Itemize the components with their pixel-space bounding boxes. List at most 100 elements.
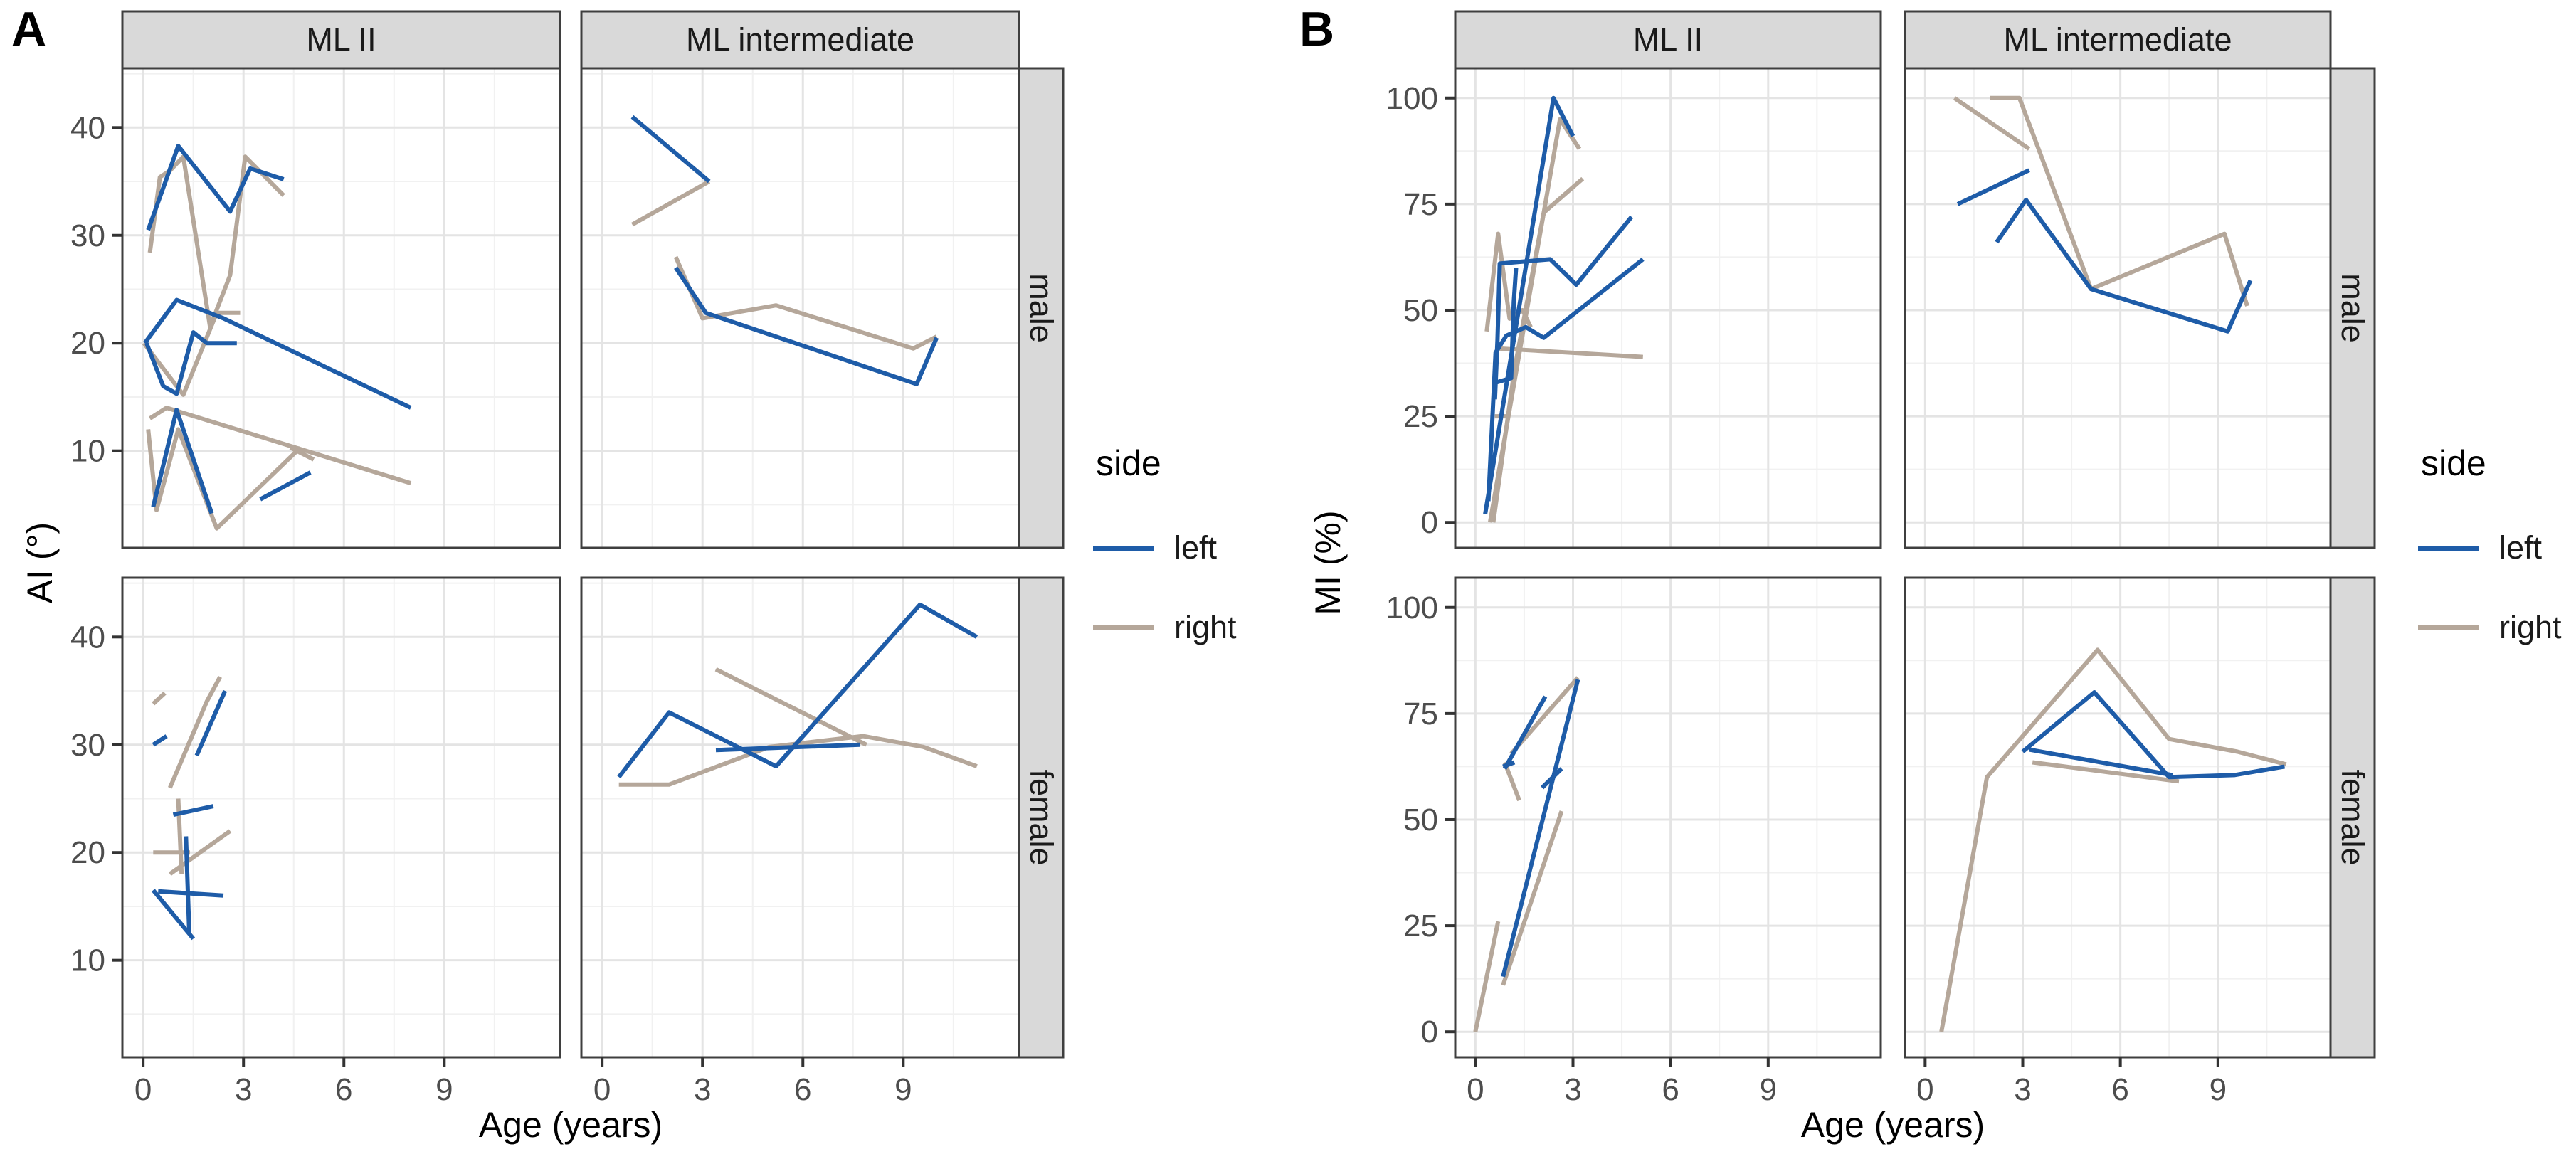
- facet-border: [1454, 576, 1882, 1059]
- facet-strip-top: [1454, 10, 1882, 70]
- data-line-left: [151, 408, 214, 514]
- data-line-left: [184, 836, 191, 933]
- strip-label-row: female: [2335, 769, 2371, 865]
- y-tick-label: 20: [70, 326, 105, 361]
- data-line-right: [1473, 921, 1501, 1032]
- data-line-left: [172, 804, 214, 817]
- y-tick-label: 100: [1386, 81, 1438, 116]
- data-line-left: [1502, 695, 1548, 770]
- legend: side left right: [2418, 443, 2562, 667]
- left-line-key-icon: [1093, 545, 1154, 551]
- facet-background: [1905, 578, 2330, 1057]
- panel-a: 10 20 30 40 0 3 6 9 10 20 30 40 ML II 0 3 6 9 ML intermed…: [11, 2, 1237, 1145]
- legend-label-right: right: [2499, 609, 2562, 645]
- legend-label-left: left: [1174, 529, 1218, 566]
- data-line-right: [714, 667, 867, 747]
- y-tick-label: 100: [1386, 591, 1438, 625]
- data-line-right: [1953, 96, 2031, 151]
- panel-a-x-axis-title: Age (years): [478, 1105, 663, 1145]
- data-line-right: [168, 675, 222, 789]
- data-line-right: [147, 154, 285, 329]
- legend-title: side: [2421, 443, 2486, 483]
- data-line-left: [1995, 197, 2253, 334]
- facet-strip-top: [1904, 10, 2332, 70]
- facet-strip-right: [1018, 67, 1065, 549]
- facet-strip-right: [2329, 67, 2376, 549]
- x-tick-label: 9: [2210, 1072, 2227, 1107]
- y-tick-label: 10: [70, 434, 105, 469]
- data-line-right: [148, 406, 412, 485]
- data-line-left: [1956, 168, 2030, 206]
- y-tick-label: 50: [1403, 803, 1438, 837]
- facet-background: [581, 578, 1019, 1057]
- y-tick-label: 75: [1403, 697, 1438, 731]
- data-line-left: [715, 742, 860, 753]
- panel-b-y-axis-title: MI (%): [1308, 510, 1348, 615]
- x-tick-label: 0: [134, 1072, 152, 1107]
- panel-a-y-axis-title: AI (°): [20, 522, 60, 604]
- data-line-right: [618, 734, 978, 787]
- panel-a-facet-grid: 10 20 30 40 0 3 6 9 10 20 30 40 ML II 0 3 6 9 ML intermed…: [70, 10, 1065, 1107]
- facet-background: [1455, 578, 1881, 1057]
- panel-b-x-axis-title: Age (years): [1800, 1105, 1985, 1145]
- right-line-key-icon: [1093, 625, 1154, 630]
- strip-label-col: ML intermediate: [2004, 21, 2232, 58]
- panel-a-letter: A: [11, 2, 47, 56]
- panel-b-facet-grid: 0 25 50 75 100 0 3 6 9 0 25 50 75 100 ML II 0 3 6 9 ML inte…: [1386, 10, 2376, 1107]
- facet-background: [581, 68, 1019, 548]
- data-line-right: [1491, 176, 1585, 523]
- data-line-right: [1502, 761, 1521, 802]
- facet-background: [122, 578, 560, 1057]
- x-tick-label: 9: [436, 1072, 453, 1107]
- x-tick-label: 9: [1760, 1072, 1777, 1107]
- data-line-left: [1483, 95, 1575, 514]
- x-tick-label: 3: [694, 1072, 711, 1107]
- data-line-left: [630, 115, 711, 184]
- data-line-right: [152, 691, 167, 706]
- data-line-left: [144, 330, 237, 396]
- strip-label-col: ML intermediate: [686, 21, 914, 58]
- y-tick-label: 0: [1421, 1015, 1438, 1049]
- data-line-left: [259, 470, 312, 502]
- strip-label-row: male: [1023, 273, 1060, 343]
- facet-strip-right: [2329, 576, 2376, 1059]
- data-line-left: [617, 602, 978, 779]
- x-tick-label: 0: [1916, 1072, 1933, 1107]
- strip-label-row: male: [2335, 273, 2371, 343]
- y-tick-label: 25: [1403, 909, 1438, 943]
- data-line-right: [169, 829, 232, 876]
- legend-label-left: left: [2499, 529, 2543, 566]
- facet-strip-right: [1018, 576, 1065, 1059]
- data-line-right: [146, 427, 302, 531]
- data-line-left: [2021, 690, 2286, 780]
- data-line-left: [158, 889, 224, 898]
- legend: side left right: [1093, 443, 1237, 667]
- facet-background: [1905, 68, 2330, 548]
- y-tick-label: 20: [70, 835, 105, 870]
- legend-item-left: left: [1093, 508, 1237, 588]
- x-tick-label: 6: [1662, 1072, 1679, 1107]
- y-tick-label: 25: [1403, 399, 1438, 434]
- data-line-left: [152, 734, 168, 747]
- x-tick-label: 6: [335, 1072, 352, 1107]
- x-tick-label: 0: [1467, 1072, 1484, 1107]
- legend-item-right: right: [2418, 588, 2562, 667]
- data-line-right: [1939, 647, 2287, 1032]
- facet-strip-top: [580, 10, 1020, 70]
- y-tick-label: 40: [70, 620, 105, 655]
- data-line-left: [1501, 679, 1580, 978]
- data-line-right: [631, 179, 711, 227]
- data-line-right: [289, 445, 315, 462]
- data-line-right: [142, 310, 241, 397]
- x-tick-label: 3: [2014, 1072, 2031, 1107]
- facet-border: [121, 576, 561, 1059]
- legend-title: side: [1096, 443, 1161, 483]
- right-line-key-icon: [2418, 625, 2479, 630]
- legend-label-right: right: [1174, 609, 1237, 645]
- data-line-right: [2032, 760, 2180, 784]
- y-tick-label: 75: [1403, 187, 1438, 222]
- data-line-right: [176, 798, 184, 874]
- data-line-right: [1498, 346, 1643, 359]
- data-line-left: [194, 689, 228, 757]
- left-line-key-icon: [2418, 545, 2479, 551]
